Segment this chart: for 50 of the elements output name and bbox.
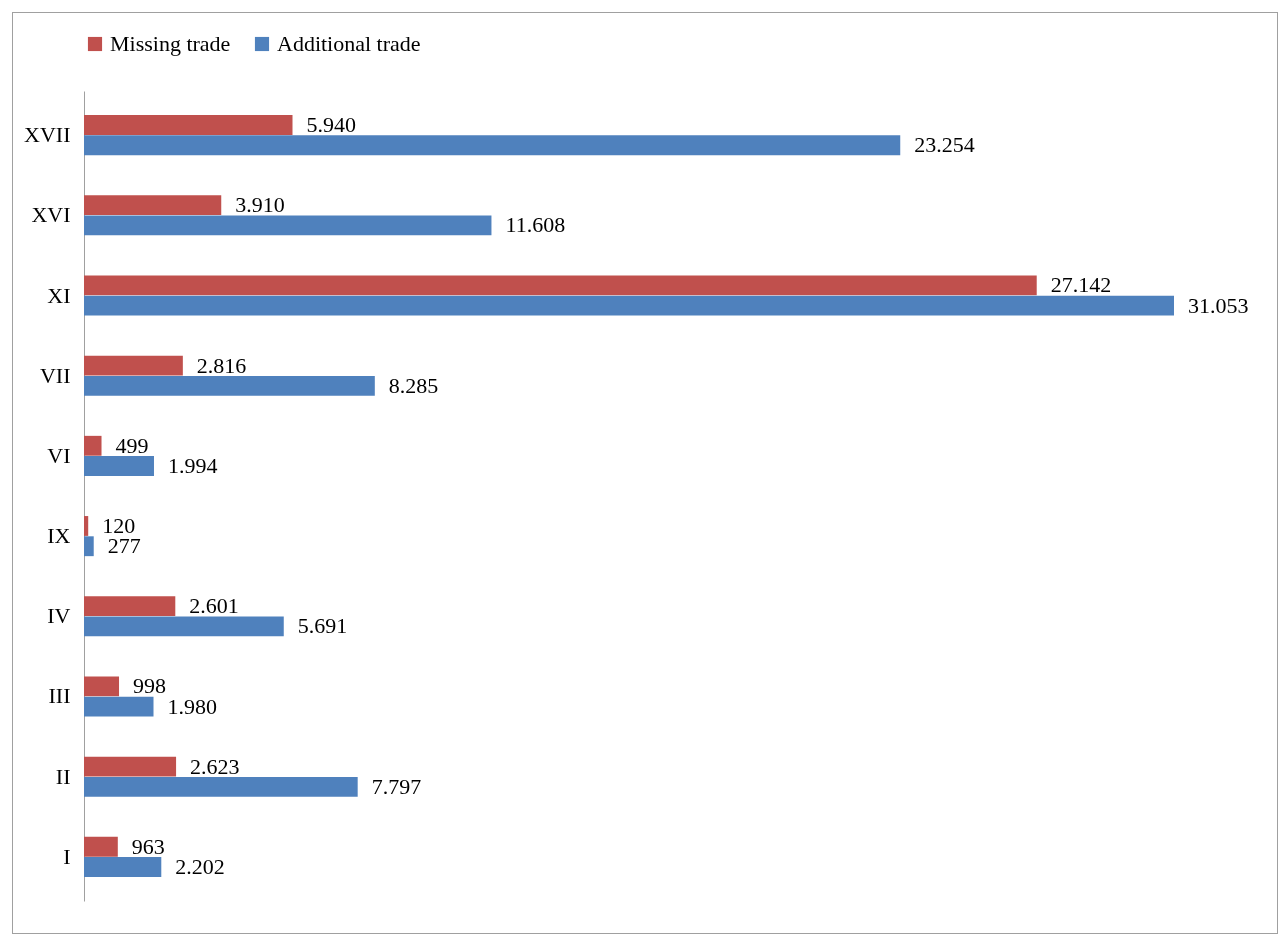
bar <box>84 596 176 617</box>
data-label: 27.142 <box>1050 272 1112 298</box>
legend-label: Additional trade <box>277 31 421 56</box>
data-label: 2.623 <box>190 753 240 779</box>
bar <box>84 215 492 236</box>
data-label: 2.202 <box>175 854 225 880</box>
bar <box>84 195 222 216</box>
data-label: 8.285 <box>388 372 439 398</box>
y-tick-label: IV <box>47 603 71 629</box>
bar <box>84 295 1174 316</box>
data-label: 499 <box>115 432 149 458</box>
data-label: 11.608 <box>505 212 566 238</box>
bar <box>84 135 901 156</box>
y-tick-label: VI <box>47 442 71 468</box>
data-label: 5.940 <box>306 111 356 137</box>
y-tick-label: VII <box>39 362 71 388</box>
data-label: 7.797 <box>371 773 422 799</box>
y-tick-label: XVI <box>31 202 71 228</box>
bar <box>84 696 154 717</box>
bar <box>84 435 102 456</box>
bar <box>84 536 94 557</box>
bar <box>84 616 284 637</box>
bar <box>84 115 293 135</box>
bar <box>84 456 154 476</box>
data-label: 5.691 <box>297 613 348 639</box>
data-label: 963 <box>131 833 165 859</box>
data-label: 1.994 <box>167 453 218 479</box>
data-label: 998 <box>133 673 167 699</box>
data-label: 31.053 <box>1188 292 1249 318</box>
bar <box>84 776 358 797</box>
bar <box>84 857 162 877</box>
bar <box>84 355 183 376</box>
data-label: 3.910 <box>235 192 285 218</box>
bar <box>84 516 89 536</box>
bar <box>84 375 375 396</box>
bar <box>84 836 118 857</box>
bar <box>84 756 177 777</box>
data-label: 23.254 <box>914 132 975 158</box>
y-tick-label: IX <box>47 523 71 549</box>
y-tick-label: II <box>55 763 71 789</box>
legend-label: Missing trade <box>110 31 231 56</box>
y-tick-label: III <box>48 683 71 709</box>
data-label: 1.980 <box>167 693 217 719</box>
bar <box>84 275 1037 296</box>
bar <box>84 676 120 697</box>
data-label: 2.601 <box>189 593 239 619</box>
y-tick-label: I <box>63 843 71 869</box>
y-tick-label: XI <box>47 282 71 308</box>
data-label: 2.816 <box>196 352 247 378</box>
y-tick-label: XVII <box>24 122 71 148</box>
